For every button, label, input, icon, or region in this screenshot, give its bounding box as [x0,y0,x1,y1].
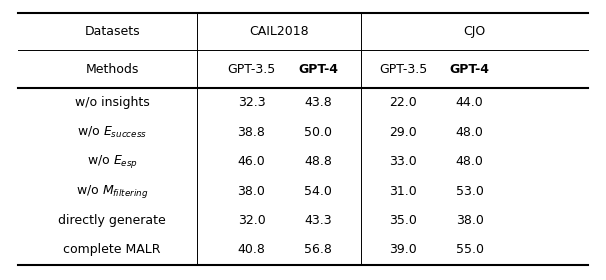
Text: GPT-4: GPT-4 [450,63,490,76]
Text: 50.0: 50.0 [304,126,332,139]
Text: 22.0: 22.0 [389,96,417,109]
Text: 46.0: 46.0 [238,155,265,168]
Text: 48.0: 48.0 [456,126,484,139]
Text: 32.3: 32.3 [238,96,265,109]
Text: GPT-3.5: GPT-3.5 [379,63,427,76]
Text: 48.0: 48.0 [456,155,484,168]
Text: 43.8: 43.8 [304,96,332,109]
Text: 32.0: 32.0 [238,214,265,227]
Text: 53.0: 53.0 [456,185,484,198]
Text: complete MALR: complete MALR [64,243,161,256]
Text: 31.0: 31.0 [389,185,417,198]
Text: 35.0: 35.0 [389,214,417,227]
Text: 48.8: 48.8 [304,155,332,168]
Text: w/o $E_{success}$: w/o $E_{success}$ [77,125,147,140]
Text: CAIL2018: CAIL2018 [249,25,308,38]
Text: 39.0: 39.0 [389,243,417,256]
Text: Methods: Methods [85,63,139,76]
Text: 55.0: 55.0 [456,243,484,256]
Text: CJO: CJO [463,25,485,38]
Text: 44.0: 44.0 [456,96,484,109]
Text: GPT-4: GPT-4 [298,63,338,76]
Text: 56.8: 56.8 [304,243,332,256]
Text: Datasets: Datasets [84,25,140,38]
Text: 54.0: 54.0 [304,185,332,198]
Text: 38.8: 38.8 [238,126,265,139]
Text: w/o $M_{filtering}$: w/o $M_{filtering}$ [76,183,148,200]
Text: directly generate: directly generate [58,214,166,227]
Text: 38.0: 38.0 [238,185,265,198]
Text: 38.0: 38.0 [456,214,484,227]
Text: GPT-3.5: GPT-3.5 [227,63,276,76]
Text: 29.0: 29.0 [389,126,417,139]
Text: 40.8: 40.8 [238,243,265,256]
Text: w/o insights: w/o insights [75,96,150,109]
Text: 33.0: 33.0 [389,155,417,168]
Text: 43.3: 43.3 [304,214,332,227]
Text: w/o $E_{esp}$: w/o $E_{esp}$ [87,153,138,170]
